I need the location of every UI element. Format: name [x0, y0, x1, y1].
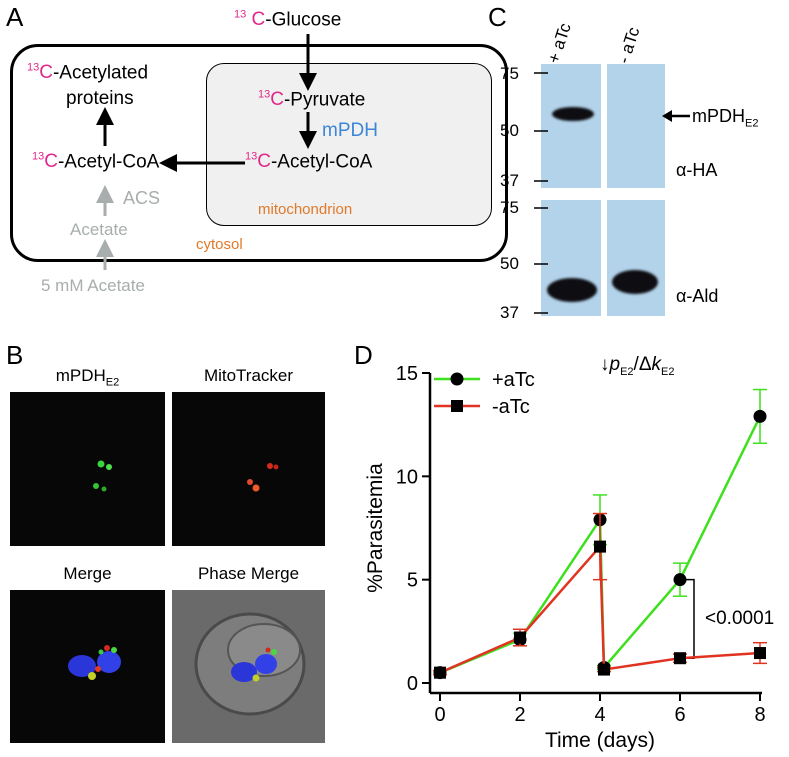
data-point: [674, 652, 686, 665]
micrograph-merge-label: Merge: [63, 564, 112, 583]
chart-legend: +aTc -aTc: [434, 369, 535, 418]
data-point: [514, 631, 526, 644]
marker-37-top: 37: [500, 171, 519, 190]
blot-ald-lane2: [607, 200, 665, 316]
data-point: [598, 663, 610, 676]
parasitemia-chart: 0 5 10 15 0 2 4 6 8 Time (days) %Parasitemia +aTc -…: [364, 363, 767, 752]
micrograph-merge: Merge: [10, 564, 165, 743]
micrograph-phase-merge: Phase Merge: [172, 564, 325, 743]
x-tick-label: 4: [594, 704, 605, 726]
y-axis-label: %Parasitemia: [364, 463, 387, 593]
series-line: [439, 519, 602, 674]
y-tick-label: 5: [407, 570, 418, 592]
antibody-ha-label: α-HA: [676, 160, 718, 180]
significance-bracket: [684, 578, 695, 659]
acs-enzyme-label: ACS: [123, 188, 161, 208]
panel-d-letter: D: [354, 340, 373, 370]
pathway-arrows: [96, 34, 317, 270]
y-tick-label: 15: [396, 363, 418, 385]
antibody-ald-label: α-Ald: [676, 286, 719, 306]
acetyl-coa-mito-label: 13C-Acetyl-CoA: [245, 151, 373, 173]
panel-c-letter: C: [488, 2, 507, 32]
series-minus-atc: [433, 512, 767, 679]
band-ald-lane1: [547, 278, 597, 302]
chart-axes: 0 5 10 15 0 2 4 6 8 Time (days) %Parasitemia: [364, 363, 766, 752]
strain-label: ↓pE2/ΔkE2: [600, 354, 675, 378]
blot-ha-lane2: [607, 64, 665, 188]
marker-75-bottom: 75: [500, 198, 519, 217]
y-tick-label: 10: [396, 466, 418, 488]
lane-minus-atc-label: - aTc: [613, 24, 644, 66]
legend-label: +aTc: [492, 369, 535, 391]
acetate-label: Acetate: [70, 220, 128, 239]
micrograph-mpdh-e2-label: mPDHE2: [55, 366, 120, 389]
target-protein-label: mPDHE2: [692, 106, 759, 130]
band-pointer-arrow: [662, 110, 690, 122]
acetylated-label-line2: proteins: [66, 88, 134, 109]
chart-plot-area: [433, 388, 767, 680]
marker-ticks: [534, 72, 548, 314]
acetyl-coa-cyto-label: 13C-Acetyl-CoA: [32, 151, 160, 173]
micrograph-phase-merge-label: Phase Merge: [197, 564, 300, 583]
cell-outline: [10, 44, 508, 262]
mitochondrion-box: [206, 63, 492, 226]
legend-label: -aTc: [492, 396, 530, 418]
panel-a-letter: A: [6, 2, 24, 32]
p-value-annotation: <0.0001: [705, 608, 775, 629]
mitochondrion-label: mitochondrion: [258, 201, 353, 218]
data-point: [753, 409, 767, 423]
x-tick-label: 0: [434, 704, 445, 726]
legend-marker: [451, 400, 463, 412]
micrograph-mitotracker-label: MitoTracker: [203, 366, 294, 385]
marker-50-bottom: 50: [500, 254, 519, 273]
glucose-label: 13 C-Glucose: [234, 9, 342, 31]
external-acetate-label: 5 mM Acetate: [41, 276, 145, 295]
marker-50-top: 50: [500, 121, 519, 140]
marker-37-bottom: 37: [500, 303, 519, 322]
micrograph-mitotracker: MitoTracker: [172, 366, 325, 546]
data-point: [754, 647, 766, 660]
y-tick-label: 0: [407, 673, 418, 695]
band-ald-lane2: [612, 270, 658, 294]
mpdh-enzyme-label: mPDH: [322, 120, 378, 141]
panel-b-letter: B: [6, 340, 24, 370]
acetylated-label-line1: 13C-Acetylated: [27, 62, 149, 84]
data-point: [594, 540, 606, 553]
cytosol-label: cytosol: [196, 236, 243, 253]
micrograph-mpdh-e2: mPDHE2: [10, 366, 165, 546]
x-tick-label: 6: [674, 704, 685, 726]
x-tick-label: 8: [754, 704, 765, 726]
data-point: [673, 573, 687, 587]
legend-marker: [450, 372, 464, 386]
data-point: [434, 666, 446, 679]
blot-ha-lane1: [541, 64, 601, 188]
band-mpdh-e2: [552, 107, 594, 121]
marker-75-top: 75: [500, 64, 519, 83]
x-axis-label: Time (days): [545, 729, 655, 752]
series-line: [439, 545, 601, 674]
x-tick-label: 2: [514, 704, 525, 726]
pyruvate-label: 13C-Pyruvate: [258, 89, 366, 111]
